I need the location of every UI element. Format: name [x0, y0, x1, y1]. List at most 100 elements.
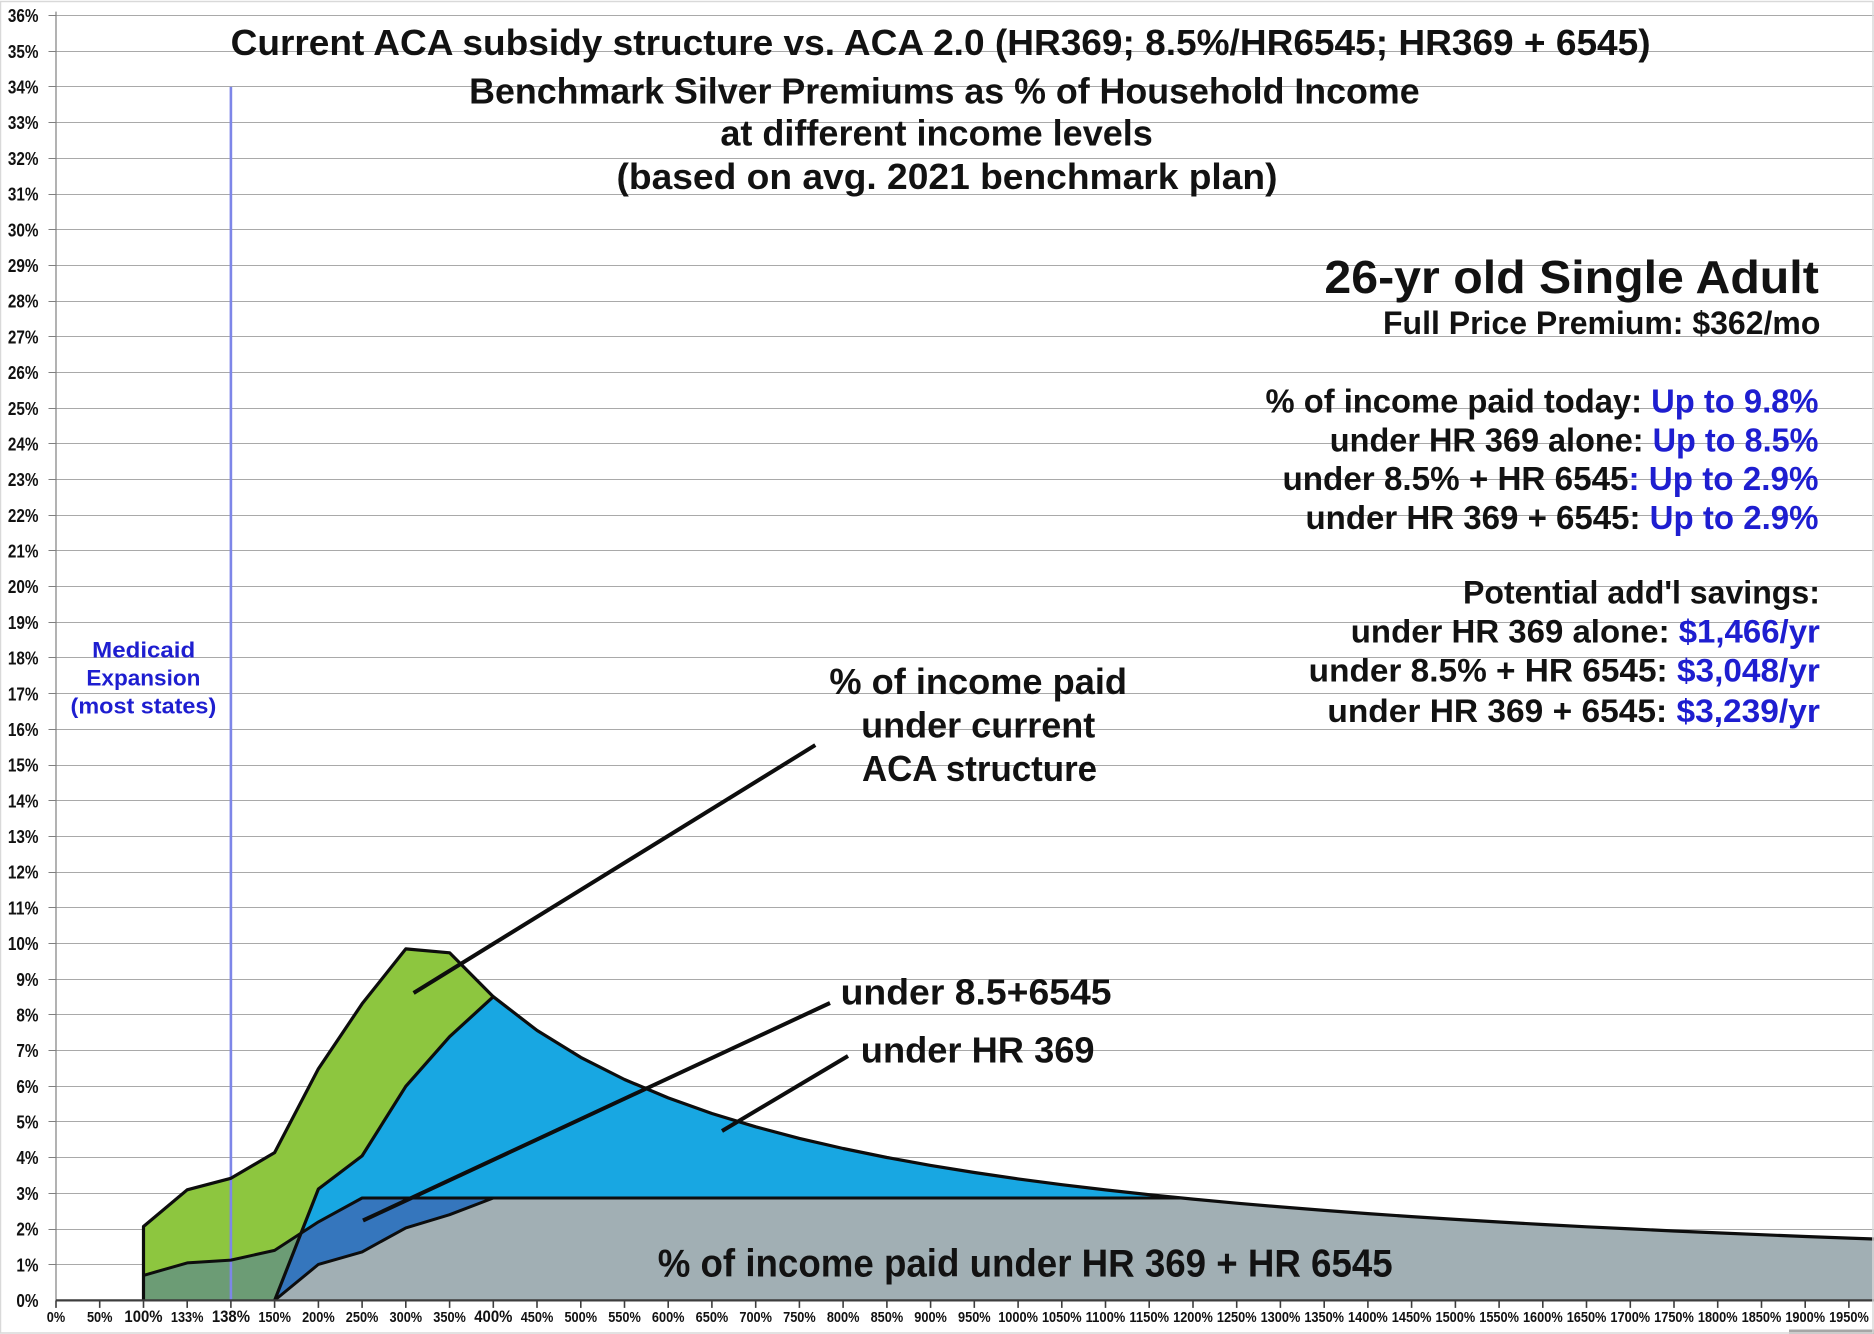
- svg-text:1050%: 1050%: [1042, 1310, 1082, 1326]
- svg-text:1150%: 1150%: [1129, 1310, 1169, 1326]
- svg-text:100%: 100%: [124, 1308, 162, 1326]
- svg-text:% of income paid: % of income paid: [829, 661, 1127, 702]
- svg-text:5%: 5%: [16, 1113, 38, 1133]
- svg-text:under HR 369 + 6545: $3,239/yr: under HR 369 + 6545: $3,239/yr: [1327, 693, 1820, 729]
- svg-text:20%: 20%: [8, 577, 39, 597]
- svg-text:(based on avg. 2021 benchmark: (based on avg. 2021 benchmark plan): [617, 156, 1278, 197]
- svg-text:Benchmark Silver Premiums as %: Benchmark Silver Premiums as % of Househ…: [469, 71, 1420, 112]
- svg-text:4%: 4%: [16, 1148, 38, 1168]
- svg-text:26-yr old Single Adult: 26-yr old Single Adult: [1324, 251, 1818, 303]
- svg-text:700%: 700%: [739, 1310, 772, 1326]
- svg-text:500%: 500%: [564, 1310, 597, 1326]
- svg-text:900%: 900%: [914, 1310, 947, 1326]
- svg-text:850%: 850%: [871, 1310, 904, 1326]
- svg-text:14%: 14%: [8, 791, 39, 811]
- svg-text:17%: 17%: [8, 684, 39, 704]
- svg-text:22%: 22%: [8, 506, 39, 526]
- svg-text:18%: 18%: [8, 649, 39, 669]
- svg-text:1600%: 1600%: [1523, 1310, 1563, 1326]
- svg-text:28%: 28%: [8, 292, 39, 312]
- svg-text:% of income paid today: Up to: % of income paid today: Up to 9.8%: [1266, 383, 1819, 420]
- svg-text:under 8.5% + HR 6545: Up to 2.: under 8.5% + HR 6545: Up to 2.9%: [1283, 460, 1819, 497]
- svg-text:1450%: 1450%: [1392, 1310, 1432, 1326]
- svg-text:27%: 27%: [8, 327, 39, 347]
- svg-text:1650%: 1650%: [1567, 1310, 1607, 1326]
- svg-text:12%: 12%: [8, 863, 39, 883]
- svg-text:1750%: 1750%: [1654, 1310, 1694, 1326]
- svg-text:under 8.5% + HR 6545: $3,048/y: under 8.5% + HR 6545: $3,048/yr: [1309, 653, 1821, 689]
- svg-text:1250%: 1250%: [1217, 1310, 1257, 1326]
- svg-text:50%: 50%: [87, 1310, 113, 1326]
- svg-text:Full Price Premium: $362/mo: Full Price Premium: $362/mo: [1383, 305, 1820, 341]
- svg-text:1550%: 1550%: [1479, 1310, 1519, 1326]
- svg-text:1900%: 1900%: [1785, 1310, 1825, 1326]
- svg-text:16%: 16%: [8, 720, 39, 740]
- svg-text:0%: 0%: [16, 1291, 38, 1311]
- svg-text:Current ACA subsidy structure: Current ACA subsidy structure vs. ACA 2.…: [231, 22, 1651, 63]
- svg-text:ACA structure: ACA structure: [862, 748, 1097, 789]
- svg-text:19%: 19%: [8, 613, 39, 633]
- svg-text:(most states): (most states): [71, 694, 217, 719]
- svg-text:1500%: 1500%: [1436, 1310, 1476, 1326]
- svg-text:300%: 300%: [390, 1310, 423, 1326]
- svg-text:750%: 750%: [783, 1310, 816, 1326]
- svg-text:8%: 8%: [16, 1005, 38, 1025]
- svg-text:36%: 36%: [8, 6, 39, 26]
- svg-text:800%: 800%: [827, 1310, 860, 1326]
- svg-text:1400%: 1400%: [1348, 1310, 1388, 1326]
- svg-text:10%: 10%: [8, 934, 39, 954]
- svg-text:1000%: 1000%: [998, 1310, 1038, 1326]
- svg-text:9%: 9%: [16, 970, 38, 990]
- svg-text:450%: 450%: [521, 1310, 554, 1326]
- svg-text:7%: 7%: [16, 1041, 38, 1061]
- svg-text:6%: 6%: [16, 1077, 38, 1097]
- svg-text:1200%: 1200%: [1173, 1310, 1213, 1326]
- svg-text:35%: 35%: [8, 42, 39, 62]
- svg-text:1850%: 1850%: [1742, 1310, 1782, 1326]
- svg-text:350%: 350%: [433, 1310, 466, 1326]
- svg-text:550%: 550%: [608, 1310, 641, 1326]
- svg-text:1100%: 1100%: [1086, 1310, 1126, 1326]
- svg-text:23%: 23%: [8, 470, 39, 490]
- svg-text:950%: 950%: [958, 1310, 991, 1326]
- svg-text:32%: 32%: [8, 149, 39, 169]
- svg-text:0%: 0%: [47, 1310, 65, 1326]
- svg-text:650%: 650%: [696, 1310, 729, 1326]
- svg-text:1700%: 1700%: [1610, 1310, 1650, 1326]
- svg-text:250%: 250%: [346, 1310, 379, 1326]
- svg-text:21%: 21%: [8, 542, 39, 562]
- svg-text:200%: 200%: [302, 1310, 335, 1326]
- svg-text:24%: 24%: [8, 434, 39, 454]
- svg-text:1%: 1%: [16, 1255, 38, 1275]
- svg-text:400%: 400%: [474, 1308, 512, 1326]
- svg-text:150%: 150%: [258, 1310, 291, 1326]
- svg-text:3%: 3%: [16, 1184, 38, 1204]
- svg-text:600%: 600%: [652, 1310, 685, 1326]
- svg-text:33%: 33%: [8, 113, 39, 133]
- svg-text:15%: 15%: [8, 756, 39, 776]
- svg-text:26%: 26%: [8, 363, 39, 383]
- svg-text:under 8.5+6545: under 8.5+6545: [841, 972, 1112, 1013]
- svg-text:under HR 369: under HR 369: [861, 1030, 1095, 1071]
- svg-text:1800%: 1800%: [1698, 1310, 1738, 1326]
- svg-text:2%: 2%: [16, 1220, 38, 1240]
- svg-text:Potential add'l savings:: Potential add'l savings:: [1463, 575, 1820, 611]
- svg-text:Expansion: Expansion: [86, 666, 200, 691]
- svg-text:30%: 30%: [8, 220, 39, 240]
- svg-text:under HR 369 + 6545: Up to 2.9: under HR 369 + 6545: Up to 2.9%: [1306, 499, 1819, 536]
- svg-text:11%: 11%: [8, 898, 39, 918]
- svg-text:1350%: 1350%: [1304, 1310, 1344, 1326]
- svg-text:% of income paid under HR 369: % of income paid under HR 369 + HR 6545: [658, 1243, 1393, 1286]
- svg-text:under current: under current: [861, 705, 1095, 746]
- svg-text:1950%: 1950%: [1829, 1310, 1869, 1326]
- svg-text:at different income levels: at different income levels: [720, 113, 1153, 154]
- svg-text:34%: 34%: [8, 78, 39, 98]
- svg-text:1300%: 1300%: [1261, 1310, 1301, 1326]
- svg-text:25%: 25%: [8, 399, 39, 419]
- svg-text:31%: 31%: [8, 185, 39, 205]
- svg-text:29%: 29%: [8, 256, 39, 276]
- svg-text:138%: 138%: [212, 1308, 250, 1326]
- svg-text:under HR 369 alone: Up to 8.5%: under HR 369 alone: Up to 8.5%: [1330, 421, 1819, 458]
- svg-text:under HR 369 alone: $1,466/yr: under HR 369 alone: $1,466/yr: [1351, 614, 1820, 650]
- svg-text:13%: 13%: [8, 827, 39, 847]
